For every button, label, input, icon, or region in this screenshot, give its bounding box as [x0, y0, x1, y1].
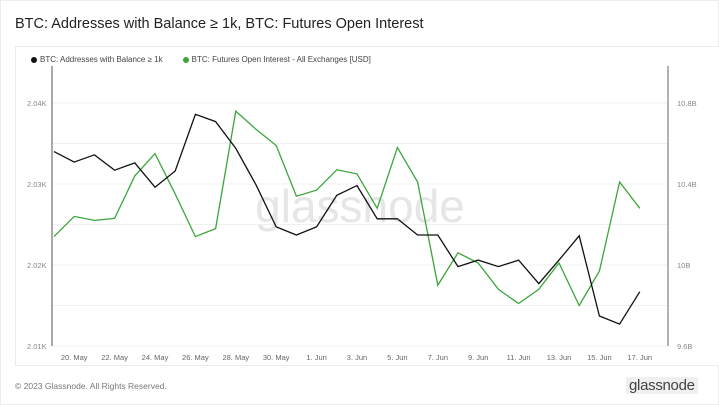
chart-card	[15, 46, 719, 366]
svg-text:30. May: 30. May	[263, 353, 290, 362]
svg-text:9.6B: 9.6B	[677, 342, 692, 351]
svg-text:28. May: 28. May	[222, 353, 249, 362]
glassnode-logo: glassnode	[626, 377, 698, 394]
svg-text:20. May: 20. May	[61, 353, 88, 362]
chart-title: BTC: Addresses with Balance ≥ 1k, BTC: F…	[15, 16, 424, 32]
svg-text:15. Jun: 15. Jun	[587, 353, 612, 362]
svg-text:13. Jun: 13. Jun	[547, 353, 572, 362]
watermark: glassnode	[255, 180, 465, 232]
series-open-interest-line[interactable]	[53, 109, 641, 307]
legend: BTC: Addresses with Balance ≥ 1k BTC: Fu…	[31, 55, 371, 64]
svg-text:10B: 10B	[677, 261, 690, 270]
legend-label: BTC: Addresses with Balance ≥ 1k	[40, 55, 163, 64]
svg-text:24. May: 24. May	[142, 353, 169, 362]
series-addresses-line[interactable]	[53, 113, 641, 325]
svg-text:2.01K: 2.01K	[27, 342, 47, 351]
copyright: © 2023 Glassnode. All Rights Reserved.	[15, 381, 167, 391]
legend-dot-black-icon	[31, 56, 37, 63]
svg-text:9. Jun: 9. Jun	[468, 353, 488, 362]
svg-text:2.02K: 2.02K	[27, 261, 47, 270]
svg-text:2.03K: 2.03K	[27, 180, 47, 189]
svg-text:11. Jun: 11. Jun	[507, 353, 531, 362]
svg-text:10.4B: 10.4B	[677, 180, 697, 189]
svg-text:26. May: 26. May	[182, 353, 209, 362]
svg-text:1. Jun: 1. Jun	[306, 353, 326, 362]
legend-dot-green-icon	[182, 56, 189, 63]
svg-text:7. Jun: 7. Jun	[428, 353, 448, 362]
svg-text:2.04K: 2.04K	[27, 99, 47, 108]
svg-text:17. Jun: 17. Jun	[627, 353, 652, 362]
left-axis-ticks: 2.04K 2.03K 2.02K 2.01K	[27, 99, 47, 351]
right-axis-ticks: 10.8B 10.4B 10B 9.6B	[677, 99, 697, 351]
svg-text:5. Jun: 5. Jun	[387, 353, 407, 362]
legend-label: BTC: Futures Open Interest - All Exchang…	[191, 55, 371, 64]
x-axis-ticks: 20. May 22. May 24. May 26. May 28. May 30. M…	[61, 353, 652, 362]
svg-text:22. May: 22. May	[101, 353, 128, 362]
gridlines	[52, 102, 668, 347]
svg-text:10.8B: 10.8B	[677, 99, 697, 108]
legend-item-addresses[interactable]: BTC: Addresses with Balance ≥ 1k	[31, 55, 163, 64]
legend-item-open-interest[interactable]: BTC: Futures Open Interest - All Exchang…	[182, 55, 371, 64]
svg-text:3. Jun: 3. Jun	[347, 353, 367, 362]
